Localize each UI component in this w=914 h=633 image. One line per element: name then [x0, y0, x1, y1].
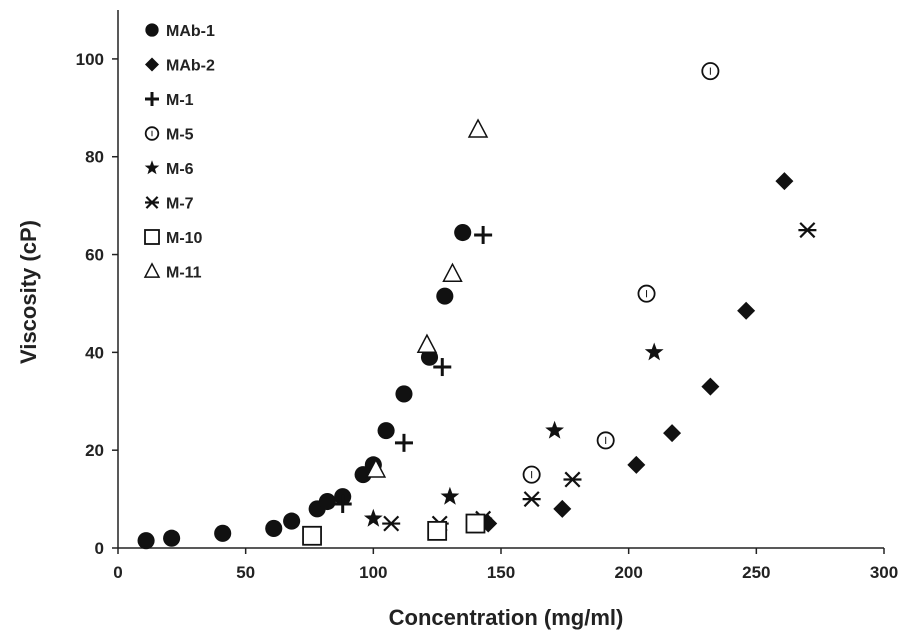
data-point: [318, 492, 336, 511]
data-point: [522, 491, 541, 508]
data-point: [214, 524, 232, 542]
data-point: [474, 225, 493, 244]
data-point: [701, 377, 720, 396]
legend-label: MAb-2: [166, 58, 215, 75]
axes: [112, 10, 885, 554]
data-point: [467, 118, 489, 138]
data-point: [545, 420, 564, 439]
x-tick-label: 0: [113, 563, 122, 582]
data-point: [701, 62, 720, 81]
data-point: [427, 520, 448, 541]
data-point: [596, 431, 615, 450]
data-point: [433, 358, 452, 377]
data-point: [283, 512, 301, 530]
x-tick-label: 300: [870, 563, 898, 582]
data-point: [442, 262, 463, 283]
data-point: [553, 499, 572, 518]
y-tick-label: 0: [95, 539, 104, 558]
data-point: [454, 223, 472, 242]
data-point: [395, 385, 413, 403]
data-point: [377, 422, 395, 440]
y-tick-label: 40: [85, 343, 104, 362]
x-tick-label: 250: [742, 563, 770, 582]
data-point: [382, 515, 401, 532]
data-point: [637, 284, 656, 303]
legend-marker: [145, 57, 159, 72]
data-point: [420, 348, 439, 366]
legend-marker: [144, 126, 160, 141]
data-point: [302, 525, 322, 546]
data-point: [663, 424, 682, 443]
data-point: [365, 458, 387, 478]
data-point: [627, 455, 646, 474]
legend-label: M-7: [166, 196, 194, 213]
data-point: [363, 508, 383, 527]
data-point: [775, 172, 794, 191]
data-point: [394, 433, 413, 452]
legend-label: M-5: [166, 127, 194, 144]
x-tick-label: 150: [487, 563, 515, 582]
legend-label: M-1: [166, 92, 194, 109]
data-point: [416, 333, 438, 353]
data-point: [333, 494, 352, 513]
legend-label: M-6: [166, 161, 194, 178]
tick-labels: 0 50 100 150 200 250 300 0 20 40 60 80 100: [76, 50, 899, 582]
data-point: [798, 222, 817, 239]
legend-marker: [143, 262, 161, 278]
data-point: [644, 342, 664, 361]
legend-marker: [145, 23, 159, 37]
legend-marker: [145, 92, 159, 106]
x-tick-label: 50: [236, 563, 255, 582]
y-axis-title: Viscosity (cP): [16, 220, 41, 364]
data-point: [163, 529, 181, 547]
x-axis-title: Concentration (mg/ml): [389, 605, 624, 630]
data-point: [465, 513, 486, 534]
data-point: [563, 471, 582, 488]
legend-marker: [144, 160, 160, 175]
legend: MAb-1 MAb-2 M-1 M-5 M-6 M-7 M-10 M-11: [143, 23, 215, 282]
data-point: [436, 287, 454, 305]
legend-marker: [144, 229, 160, 245]
y-tick-label: 20: [85, 441, 104, 460]
data-point: [440, 486, 460, 505]
data-point: [137, 532, 155, 550]
y-tick-label: 100: [76, 50, 104, 69]
data-point: [265, 519, 283, 537]
legend-marker: [145, 196, 159, 209]
data-points: [137, 62, 817, 550]
legend-label: M-10: [166, 230, 203, 247]
legend-label: M-11: [166, 265, 202, 282]
legend-label: MAb-1: [166, 23, 215, 40]
x-tick-label: 200: [614, 563, 642, 582]
x-tick-label: 100: [359, 563, 387, 582]
data-point: [522, 465, 541, 484]
y-tick-label: 60: [85, 246, 104, 265]
data-point: [737, 301, 756, 320]
y-tick-label: 80: [85, 148, 104, 167]
